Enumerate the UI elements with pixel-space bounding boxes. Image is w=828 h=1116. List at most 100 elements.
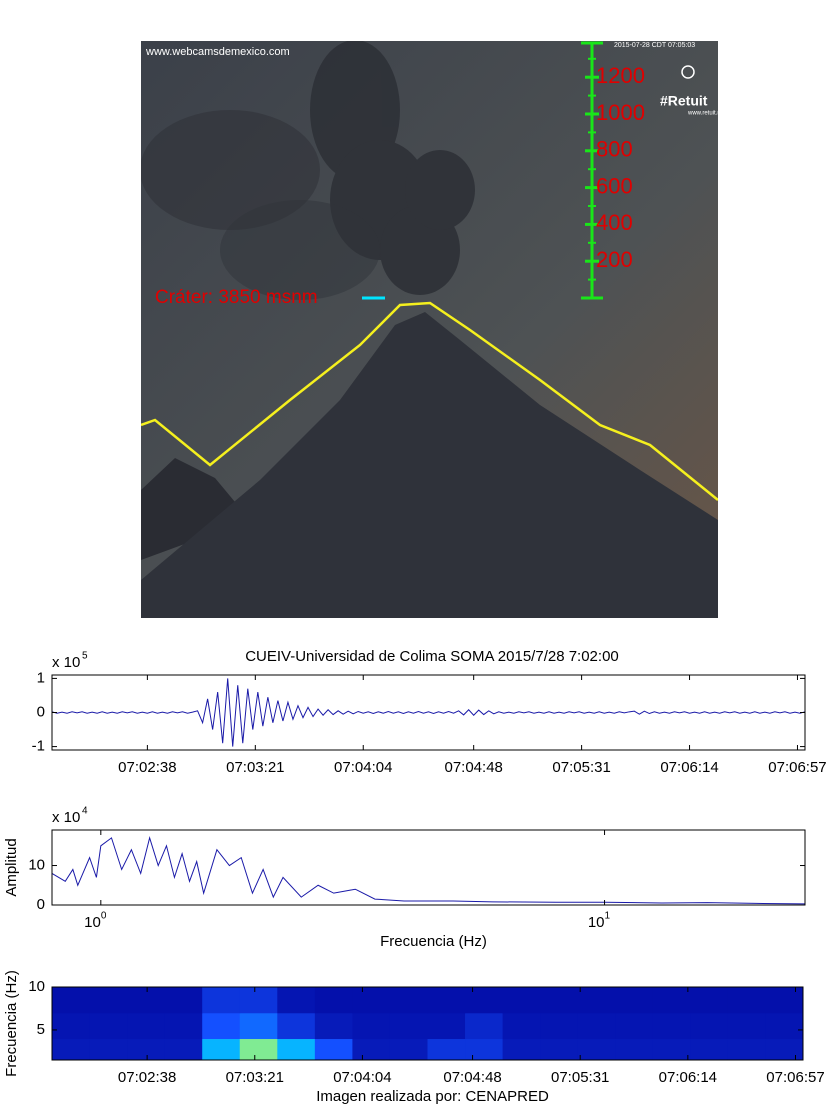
heat-cell (765, 1038, 804, 1061)
y-multiplier: x 10 (52, 809, 80, 826)
x-tick-label: 07:02:38 (118, 759, 176, 776)
heat-cell (502, 987, 541, 1014)
y-multiplier-exponent: 4 (82, 806, 88, 817)
heat-cell (89, 1038, 128, 1061)
y-tick-label: 10 (28, 856, 45, 873)
timestamp: 2015-07-28 CDT 07:05:03 (614, 42, 695, 49)
heat-cell (615, 1012, 654, 1040)
heat-cell (52, 987, 91, 1014)
x-tick-exponent: 0 (101, 911, 107, 922)
heat-cell (577, 1012, 616, 1040)
scale-label: 1000 (596, 100, 645, 125)
heat-cell (314, 987, 353, 1014)
heat-cell (89, 987, 128, 1014)
heat-cell (127, 1012, 166, 1040)
heat-cell (202, 1038, 241, 1061)
heat-cell (277, 1012, 316, 1040)
height-scale: 200 400 600 800 1000 1200 (581, 41, 645, 300)
plot-frame (51, 986, 804, 1061)
x-tick-label: 07:04:04 (334, 759, 392, 776)
logo-url: www.retuit.me (687, 111, 726, 117)
heat-cell (389, 1038, 428, 1061)
x-tick-label: 07:06:57 (766, 1069, 824, 1086)
heat-cell (465, 987, 504, 1014)
y-multiplier: x 10 (52, 654, 80, 671)
heat-cell (502, 1012, 541, 1040)
heat-cell (314, 1038, 353, 1061)
heat-cell (615, 1038, 654, 1061)
x-tick-label: 07:03:21 (226, 1069, 284, 1086)
crater-label: Cráter: 3850 msnm (155, 287, 318, 308)
heat-cell (427, 1012, 466, 1040)
heat-cell (502, 1038, 541, 1061)
heat-cell (352, 1038, 391, 1061)
y-tick-label: 5 (37, 1021, 45, 1038)
x-tick-label: 07:04:48 (443, 1069, 501, 1086)
data-line (51, 836, 806, 905)
heat-cell (765, 1012, 804, 1040)
plot-frame (51, 829, 806, 906)
y-tick-label: -1 (32, 738, 45, 755)
y-tick-label: 10 (28, 978, 45, 995)
logo: #Retuit (660, 93, 708, 109)
chart-line: -1 0 1 07:02:38 07:03:21 07:04:04 07:04:48 07:0… (32, 648, 827, 776)
heat-cell (202, 987, 241, 1014)
heat-cell (540, 1038, 579, 1061)
side-peak (141, 458, 250, 560)
data-line (51, 678, 806, 747)
heat-cell (652, 1012, 691, 1040)
heat-cell (239, 987, 278, 1014)
x-tick-label: 07:06:14 (659, 1069, 717, 1086)
heat-cell (127, 1038, 166, 1061)
chart-heatmap: 5 10 07:02:38 07:03:21 07:04:04 07:04:48 07:05… (3, 970, 825, 1105)
heat-cell (690, 1012, 729, 1040)
y-tick-label: 0 (37, 703, 45, 720)
x-axis-label: Frecuencia (Hz) (380, 933, 487, 950)
x-tick-label: 07:05:31 (551, 1069, 609, 1086)
x-tick-label: 07:05:31 (552, 759, 610, 776)
scale-label: 400 (596, 210, 633, 235)
heat-cell (314, 1012, 353, 1040)
heat-cell (765, 987, 804, 1014)
x-tick-exponent: 1 (605, 911, 611, 922)
y-tick-label: 1 (37, 669, 45, 686)
x-tick-label: 10 (588, 914, 605, 931)
heat-cell (577, 1038, 616, 1061)
volcano (141, 312, 718, 618)
heat-cell (352, 1012, 391, 1040)
x-axis-label: Imagen realizada por: CENAPRED (316, 1088, 549, 1105)
y-axis-label: Amplitud (3, 838, 20, 896)
heat-cell (389, 1012, 428, 1040)
ash-plume (141, 41, 475, 300)
y-axis-label: Frecuencia (Hz) (3, 970, 20, 1077)
heat-cell (727, 987, 766, 1014)
heat-cell (352, 987, 391, 1014)
outline (141, 301, 718, 501)
heat-cell (540, 1012, 579, 1040)
chart-title: CUEIV-Universidad de Colima SOMA 2015/7/… (245, 648, 619, 665)
heat-cell (652, 1038, 691, 1061)
heat-cell (577, 987, 616, 1014)
x-tick-label: 07:02:38 (118, 1069, 176, 1086)
heat-cell (540, 987, 579, 1014)
heat-cell (277, 1038, 316, 1061)
x-tick-label: 07:06:14 (660, 759, 718, 776)
x-tick-label: 07:06:57 (768, 759, 826, 776)
heat-cell (89, 1012, 128, 1040)
x-tick-label: 07:04:48 (444, 759, 502, 776)
scale-label: 800 (596, 137, 633, 162)
heat-cell (164, 1038, 203, 1061)
y-tick-label: 0 (37, 896, 45, 913)
heat-cell (52, 1038, 91, 1061)
scale-label: 1200 (596, 63, 645, 88)
heat-cell (465, 1012, 504, 1040)
heat-cell (52, 1012, 91, 1040)
heat-cell (652, 987, 691, 1014)
scale-label: 600 (596, 173, 633, 198)
heat-cell (277, 987, 316, 1014)
heat-cell (690, 1038, 729, 1061)
watermark: www.webcamsdemexico.com (145, 46, 290, 58)
